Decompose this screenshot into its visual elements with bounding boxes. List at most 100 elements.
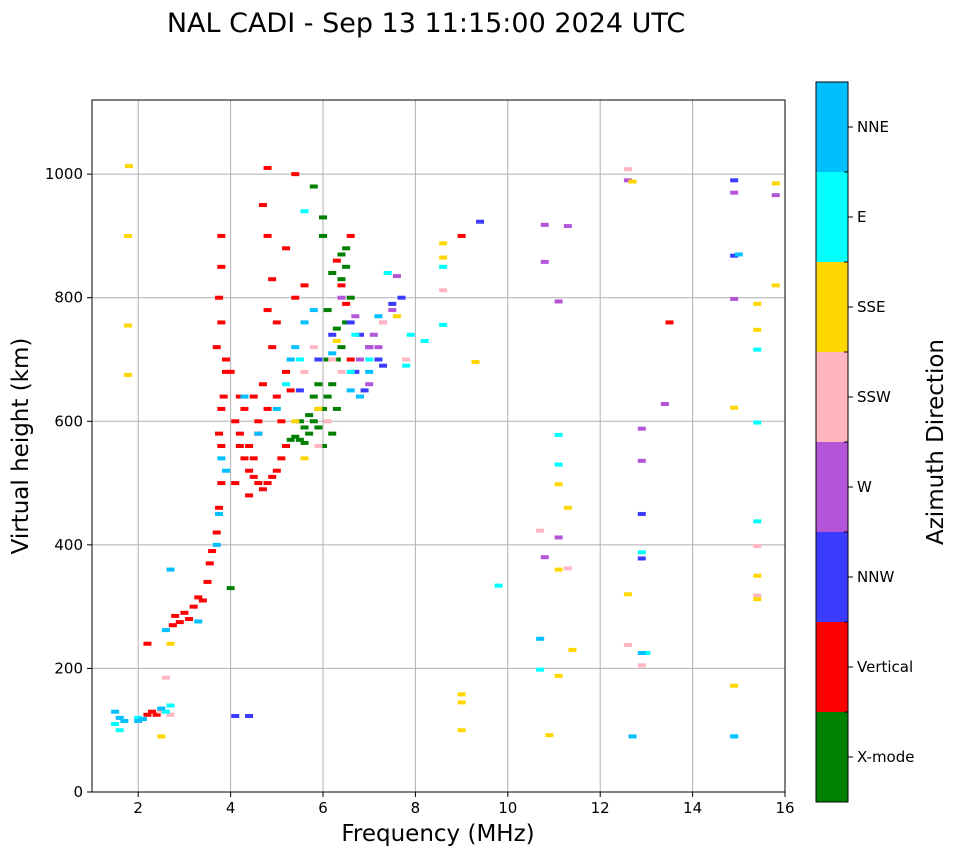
data-point — [268, 277, 277, 282]
data-point — [166, 703, 175, 708]
data-point — [637, 511, 646, 516]
data-point — [235, 431, 244, 436]
data-point — [111, 709, 120, 714]
data-point — [215, 511, 224, 516]
data-point — [545, 733, 554, 738]
data-point — [166, 641, 175, 646]
data-point — [215, 431, 224, 436]
colorbar-tick-label: Vertical — [857, 658, 913, 676]
data-point — [249, 394, 258, 399]
data-point — [328, 382, 337, 387]
data-point — [540, 555, 549, 560]
data-point — [263, 406, 272, 411]
x-tick-label: 4 — [226, 799, 236, 817]
y-axis-ticks: 0 200 400 600 800 1000 — [45, 165, 92, 801]
data-point — [166, 712, 175, 717]
data-point — [328, 271, 337, 275]
data-point — [351, 369, 360, 374]
data-point — [263, 481, 272, 486]
data-point — [337, 345, 346, 350]
colorbar-segment — [816, 352, 848, 442]
colorbar-segment — [816, 262, 848, 352]
data-point — [346, 388, 355, 393]
data-point — [319, 406, 327, 411]
colorbar-segment — [816, 532, 848, 622]
data-point — [268, 345, 277, 350]
data-point — [295, 419, 304, 424]
data-point — [365, 345, 374, 350]
data-point — [272, 394, 281, 399]
chart-title: NAL CADI - Sep 13 11:15:00 2024 UTC — [167, 8, 685, 39]
data-point — [332, 357, 341, 362]
data-point — [623, 178, 632, 183]
colorbar-segment — [816, 442, 848, 532]
data-point — [332, 326, 341, 331]
data-point — [342, 320, 351, 325]
data-point — [305, 431, 314, 436]
colorbar-tick-label: X-mode — [857, 748, 914, 766]
data-point — [258, 203, 267, 208]
x-axis-label: Frequency (MHz) — [341, 821, 534, 847]
data-point — [295, 357, 304, 362]
data-point — [198, 598, 207, 603]
data-point — [282, 382, 291, 387]
data-point — [332, 406, 341, 411]
data-point — [175, 620, 184, 625]
data-point — [628, 734, 637, 739]
data-point — [277, 419, 286, 424]
data-point — [314, 444, 323, 448]
data-point — [554, 567, 563, 572]
data-point — [563, 566, 572, 571]
data-point — [346, 295, 355, 300]
data-point — [753, 519, 762, 524]
data-point — [272, 320, 281, 325]
colorbar-tick-label: NNW — [857, 568, 894, 586]
colorbar-tick-label: SSE — [857, 298, 886, 316]
data-point — [328, 431, 337, 436]
data-point — [753, 347, 762, 352]
colorbar-segment — [816, 82, 848, 172]
data-point — [221, 369, 230, 374]
data-point — [402, 357, 411, 362]
data-point — [221, 357, 230, 362]
data-point — [282, 246, 291, 251]
data-point — [406, 332, 415, 337]
data-point — [379, 320, 388, 325]
data-point — [300, 456, 309, 461]
data-point — [245, 493, 254, 498]
data-point — [240, 406, 249, 411]
data-point — [124, 372, 133, 377]
data-point — [215, 295, 224, 300]
data-point — [134, 715, 143, 720]
data-point — [212, 542, 221, 547]
colorbar-tick-label: SSW — [857, 388, 891, 406]
x-tick-label: 2 — [133, 799, 143, 817]
data-point — [730, 190, 739, 195]
data-point — [309, 308, 318, 313]
data-point — [300, 425, 309, 430]
data-point — [734, 252, 743, 257]
data-point — [138, 717, 147, 722]
data-point — [536, 636, 545, 641]
data-point — [342, 264, 351, 269]
data-point — [263, 233, 272, 238]
y-tick-label: 200 — [54, 659, 83, 677]
data-point — [217, 481, 226, 486]
data-point — [240, 394, 249, 399]
data-point — [157, 709, 166, 714]
data-point — [628, 179, 637, 184]
data-point — [205, 561, 214, 566]
data-point — [623, 167, 632, 172]
data-point — [319, 444, 327, 448]
x-tick-label: 10 — [498, 799, 517, 817]
data-point — [272, 468, 281, 473]
data-point — [328, 357, 337, 362]
data-point — [328, 332, 337, 337]
data-point — [457, 728, 466, 733]
data-point — [111, 722, 120, 727]
colorbar-tick-label: E — [857, 208, 866, 226]
data-point — [753, 301, 762, 306]
data-point — [392, 314, 401, 319]
data-point — [554, 482, 563, 487]
data-point — [291, 345, 300, 350]
